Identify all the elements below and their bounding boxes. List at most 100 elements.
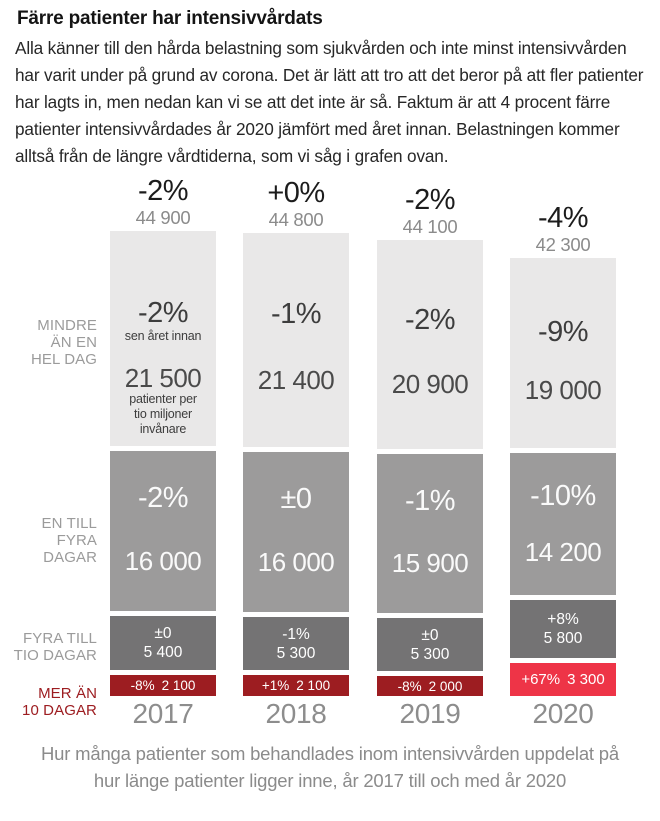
bar-column-2017: -2% sen året innan 21 500 patienter per tio … <box>110 231 216 696</box>
row-label-line: FYRA TILL <box>23 630 97 647</box>
bar-total-change: -2% <box>137 175 189 207</box>
segment-value-block: 21 400 <box>243 366 349 394</box>
segment-change-and-value: -8% 2 000 <box>398 679 463 694</box>
x-axis-label-2018: 2018 <box>265 698 327 729</box>
row-label-line: ÄN EN <box>50 334 97 351</box>
x-axis-label-2019: 2019 <box>399 698 461 729</box>
segment-change: +8% <box>547 611 579 628</box>
segment-value-block: 15 900 <box>377 549 483 577</box>
segment-value: 2 000 <box>428 678 463 694</box>
bar-segment-en-till-fyra-dagar-2019: -1% 15 900 <box>377 454 483 613</box>
segment-change: +1% <box>261 678 290 693</box>
bar-segment-en-till-fyra-dagar-2020: -10% 14 200 <box>510 453 616 595</box>
row-label-mer-an-10-dagar: MER ÄN 10 DAGAR <box>0 685 97 719</box>
segment-value: 3 300 <box>567 671 605 688</box>
segment-change: -1% <box>282 625 310 643</box>
row-label-line: MER ÄN <box>38 685 97 702</box>
page-title: Färre patienter har intensivvårdats <box>17 8 323 29</box>
bar-segment-fyra-till-tio-dagar-2019: ±0 5 300 <box>377 618 483 671</box>
intro-paragraph: Alla känner till den hårda belastning so… <box>15 38 644 166</box>
segment-value-note-line: patienter per <box>129 392 197 407</box>
bar-segment-fyra-till-tio-dagar-2018: -1% 5 300 <box>243 617 349 670</box>
segment-value: 5 300 <box>410 645 450 663</box>
segment-change: -8% <box>397 678 422 694</box>
segment-value-block: 16 000 <box>243 548 349 576</box>
bar-segment-mindre-an-en-hel-dag-2017: -2% sen året innan 21 500 patienter per tio … <box>110 231 216 446</box>
segment-change-block: -2% <box>110 483 216 514</box>
segment-value: 16 000 <box>257 547 335 577</box>
segment-change: -2% <box>404 303 456 336</box>
chart-caption: Hur många patienter som behandlades inom… <box>0 740 660 794</box>
segment-value: 16 000 <box>124 546 202 576</box>
segment-value: 21 500 <box>124 363 202 394</box>
bar-segment-mer-an-10-dagar-2020: +67% 3 300 <box>510 663 616 696</box>
bar-total-value: 44 100 <box>402 216 458 237</box>
segment-change: ±0 <box>154 625 172 642</box>
segment-change-block: -2% <box>377 303 483 336</box>
segment-change-note: sen året innan <box>124 328 202 343</box>
bar-total-annotation-2018: +0% 44 800 <box>243 177 349 231</box>
bar-segment-mindre-an-en-hel-dag-2020: -9% 19 000 <box>510 258 616 448</box>
bar-segment-en-till-fyra-dagar-2018: ±0 16 000 <box>243 452 349 612</box>
bar-total-change: -4% <box>537 202 589 234</box>
segment-value: 15 900 <box>391 548 469 579</box>
bar-column-2020: -9% 19 000 -10% 14 200 +8% 5 800 +67% 3 300 <box>510 258 616 696</box>
row-label-line: DAGAR <box>43 549 97 566</box>
bar-segment-mer-an-10-dagar-2019: -8% 2 000 <box>377 676 483 696</box>
caption-line-2: hur länge patienter ligger inne, år 2017… <box>93 770 567 791</box>
bar-segment-mindre-an-en-hel-dag-2018: -1% 21 400 <box>243 233 349 447</box>
segment-change: ±0 <box>280 483 312 515</box>
page: Färre patienter har intensivvårdats Alla… <box>0 0 660 794</box>
segment-value: 14 200 <box>524 537 602 568</box>
segment-change-and-value: -8% 2 100 <box>131 678 196 693</box>
intro-block: Färre patienter har intensivvårdats Alla… <box>0 0 660 170</box>
segment-change: -2% <box>137 296 189 329</box>
row-label-mindre-an-en-hel-dag: MINDRE ÄN EN HEL DAG <box>0 317 97 368</box>
segment-value: 2 100 <box>161 678 196 693</box>
segment-value: 5 400 <box>143 644 183 661</box>
bar-segment-mer-an-10-dagar-2017: -8% 2 100 <box>110 675 216 696</box>
stacked-bar-chart: -2% 44 900 -2% sen året innan 21 500 patiente… <box>0 175 660 735</box>
bar-total-annotation-2020: -4% 42 300 <box>510 202 616 256</box>
segment-value-note-line: tio miljoner <box>133 407 193 422</box>
segment-value-block: 21 500 patienter per tio miljoner invånare <box>110 364 216 437</box>
bar-segment-mer-an-10-dagar-2018: +1% 2 100 <box>243 675 349 696</box>
bar-segment-en-till-fyra-dagar-2017: -2% 16 000 <box>110 451 216 611</box>
bar-total-change: +0% <box>267 177 325 209</box>
segment-change-block: ±0 <box>243 484 349 515</box>
segment-change: +67% <box>521 671 561 688</box>
bar-total-annotation-2019: -2% 44 100 <box>377 184 483 238</box>
x-axis-label-2017: 2017 <box>132 698 194 729</box>
bar-total-change: -2% <box>404 184 456 216</box>
segment-change: -10% <box>530 480 596 513</box>
segment-value-note-line: invånare <box>139 422 187 437</box>
bar-segment-fyra-till-tio-dagar-2017: ±0 5 400 <box>110 616 216 670</box>
bar-total-value: 44 800 <box>268 209 324 230</box>
bar-total-value: 42 300 <box>535 234 591 255</box>
row-label-line: 10 DAGAR <box>22 702 97 719</box>
row-label-line: TIO DAGAR <box>13 647 97 664</box>
caption-line-1: Hur många patienter som behandlades inom… <box>41 743 619 764</box>
row-label-en-till-fyra-dagar: EN TILL FYRA DAGAR <box>0 515 97 566</box>
segment-value: 19 000 <box>524 374 602 405</box>
segment-change: ±0 <box>421 626 439 644</box>
row-label-line: MINDRE <box>37 317 97 334</box>
segment-value: 5 300 <box>276 644 316 662</box>
segment-change: -1% <box>404 484 456 517</box>
segment-value: 2 100 <box>296 678 331 693</box>
segment-change-and-value: +1% 2 100 <box>262 678 330 693</box>
row-label-line: EN TILL <box>41 515 97 532</box>
segment-change: -8% <box>130 678 155 693</box>
segment-value-block: 14 200 <box>510 538 616 566</box>
bar-column-2019: -2% 20 900 -1% 15 900 ±0 5 300 -8% 2 000 <box>377 240 483 696</box>
segment-value-block: 19 000 <box>510 376 616 404</box>
row-label-line: FYRA <box>56 532 97 549</box>
segment-change-block: -10% <box>510 481 616 512</box>
segment-value: 21 400 <box>257 364 335 395</box>
segment-change: -2% <box>137 482 189 514</box>
segment-change: -1% <box>270 298 322 331</box>
row-label-line: HEL DAG <box>31 351 97 368</box>
bar-total-value: 44 900 <box>135 207 191 228</box>
bar-segment-mindre-an-en-hel-dag-2019: -2% 20 900 <box>377 240 483 449</box>
segment-change-block: -1% <box>377 484 483 517</box>
